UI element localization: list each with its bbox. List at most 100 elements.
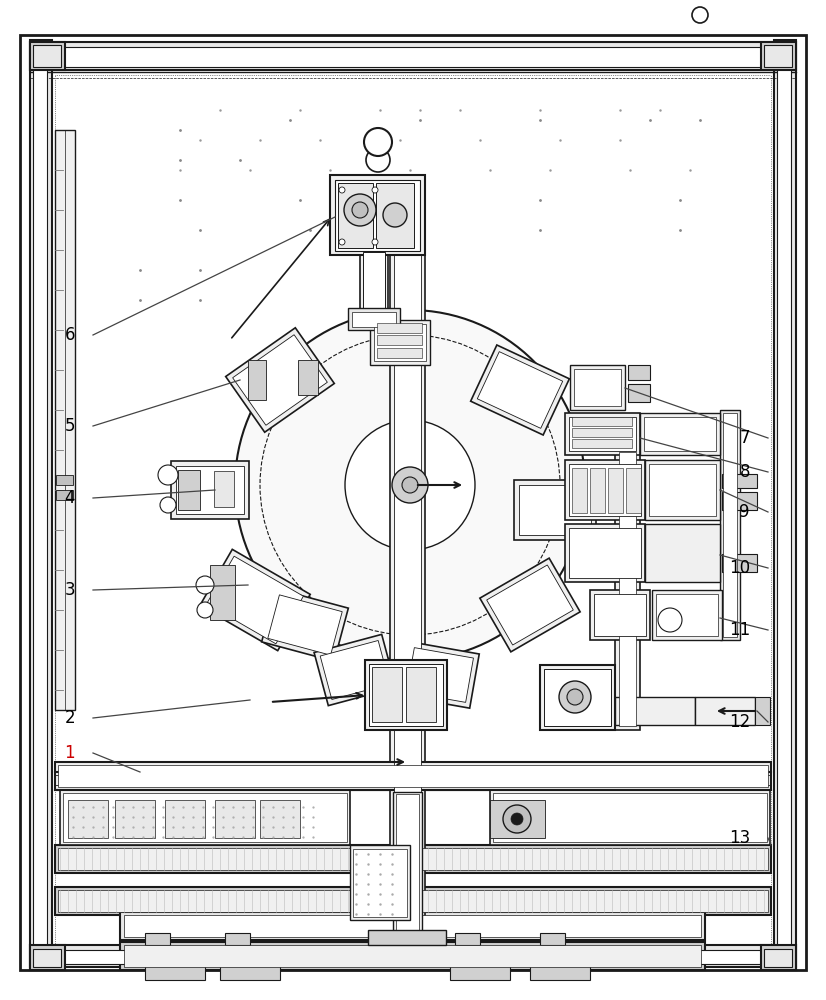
Bar [722,492,757,510]
Bar [365,660,447,730]
Bar [55,130,75,710]
Bar [565,460,645,520]
Circle shape [364,128,392,156]
Bar [590,590,650,640]
Polygon shape [225,328,335,432]
Text: 3: 3 [64,581,75,599]
Bar [572,468,587,513]
Bar [30,42,796,70]
Text: 8: 8 [739,463,750,481]
Circle shape [503,805,531,833]
Polygon shape [268,595,342,655]
Bar [570,365,625,410]
Bar [695,697,755,725]
Bar [214,471,234,507]
Bar [58,765,768,787]
Bar [649,464,716,516]
Bar [530,966,590,980]
Bar [30,42,65,70]
Polygon shape [200,549,311,651]
Bar [406,667,436,722]
Circle shape [235,310,585,660]
Polygon shape [314,634,396,706]
Bar [574,369,621,406]
Circle shape [372,239,378,245]
Text: 9: 9 [739,503,750,521]
Bar [374,324,426,361]
Bar [165,800,205,838]
Bar [393,792,422,940]
Circle shape [372,187,378,193]
Polygon shape [406,648,473,702]
Bar [377,323,422,333]
Bar [644,417,716,451]
Bar [220,966,280,980]
Bar [761,945,796,970]
Bar [369,664,443,726]
Bar [370,320,430,365]
Bar [490,800,545,838]
Bar [764,949,792,967]
Circle shape [383,203,407,227]
Bar [569,417,636,451]
Bar [455,933,480,945]
Text: 13: 13 [729,829,750,847]
Circle shape [392,467,428,503]
Bar [720,410,740,640]
Bar [55,845,771,873]
Polygon shape [480,558,580,652]
Bar [56,475,73,485]
Polygon shape [519,485,591,535]
Bar [608,468,623,513]
Bar [330,175,425,255]
Bar [35,950,791,964]
Text: 5: 5 [64,417,75,435]
Bar [540,933,565,945]
Circle shape [559,681,591,713]
Bar [722,554,757,572]
Circle shape [197,602,213,618]
Bar [55,762,771,790]
Bar [390,240,425,945]
Bar [544,669,611,726]
Bar [645,460,720,520]
Circle shape [339,187,345,193]
Bar [33,45,61,67]
Bar [376,183,414,248]
Circle shape [345,420,475,550]
Bar [35,47,791,67]
Bar [723,413,737,637]
Bar [594,594,646,636]
Bar [774,40,796,970]
Bar [60,790,350,845]
Bar [615,450,640,730]
Bar [260,800,300,838]
Bar [645,524,720,582]
Polygon shape [320,641,390,699]
Circle shape [344,194,376,226]
Bar [178,470,200,510]
Polygon shape [477,352,563,428]
Bar [640,413,720,455]
Circle shape [160,497,176,513]
Bar [722,474,757,488]
Bar [572,417,632,426]
Text: 1: 1 [64,744,75,762]
Bar [656,594,718,636]
Bar [225,933,250,945]
Bar [394,242,421,942]
Polygon shape [471,345,569,435]
Bar [248,360,266,400]
Bar [761,42,796,70]
Bar [58,890,768,912]
Bar [572,439,632,448]
Bar [572,428,632,437]
Bar [590,468,605,513]
Bar [764,45,792,67]
Polygon shape [176,466,244,514]
Bar [30,40,52,970]
Bar [565,524,645,582]
Circle shape [511,813,523,825]
Bar [338,183,373,248]
Circle shape [158,465,178,485]
